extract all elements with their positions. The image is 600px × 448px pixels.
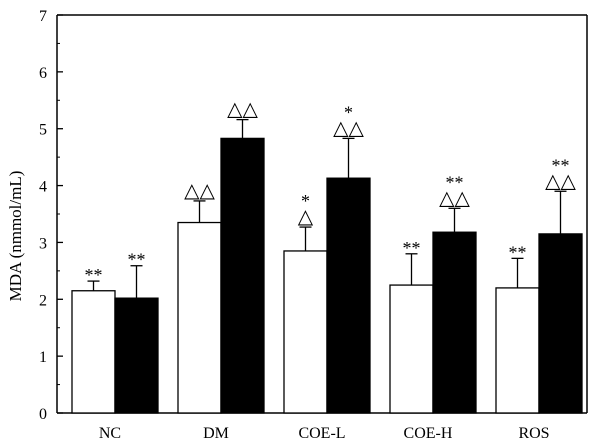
y-tick-label: 5 [39,122,47,139]
y-tick-label: 7 [39,8,47,25]
significance-marker: ** [85,265,103,285]
y-tick-label: 0 [39,406,47,423]
significance-marker: ** [552,155,570,175]
y-tick-label: 6 [39,65,47,82]
bar [538,233,583,414]
bar [283,250,328,414]
bar [220,137,265,414]
y-axis-label: MDA (nmmol/mL) [6,171,25,302]
bar [114,297,159,414]
significance-marker: * [301,191,310,211]
x-tick-label: ROS [518,425,549,442]
x-tick-label: COE-L [298,425,345,442]
significance-marker: ** [446,172,464,192]
bar [432,231,477,414]
x-tick-label: NC [99,425,121,442]
significance-marker: ** [128,250,146,270]
bar [177,221,222,414]
x-tick-label: DM [203,425,229,442]
significance-marker: △△ [545,170,576,192]
y-tick-label: 3 [39,235,47,252]
bars [71,118,583,414]
significance-marker: △ [298,206,314,228]
significance-marker: ** [509,242,527,262]
bar [389,284,434,414]
bar [495,287,540,414]
y-tick-label: 2 [39,292,47,309]
significance-marker: * [344,102,353,122]
significance-marker: △△ [227,99,258,121]
x-tick-label: COE-H [404,425,453,442]
significance-marker: ** [403,238,421,258]
bar [71,290,116,414]
significance-marker: △△ [184,180,215,202]
significance-marker: △△ [439,187,470,209]
bar [326,177,371,414]
y-tick-label: 4 [39,179,47,196]
y-tick-label: 1 [39,349,47,366]
significance-marker: △△ [333,117,364,139]
